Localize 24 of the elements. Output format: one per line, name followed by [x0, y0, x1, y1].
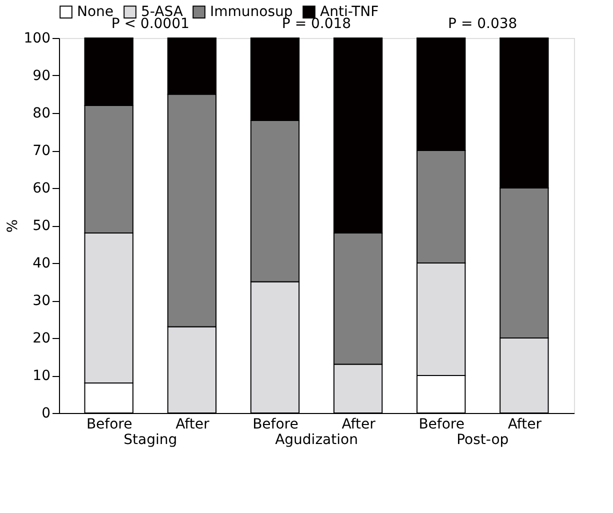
y-tick-label: 50	[32, 218, 50, 234]
text: Staging	[124, 432, 178, 448]
x-tick-label: Before	[252, 416, 298, 432]
y-tick-label: 100	[24, 30, 50, 46]
x-tick-label: After	[176, 416, 210, 432]
text: Post-op	[456, 432, 509, 448]
x-tick-label: Before	[86, 416, 132, 432]
x-tick-label: Before	[418, 416, 464, 432]
y-tick-label: 10	[32, 368, 50, 384]
y-axis-title: %	[4, 219, 21, 233]
y-tick-label: 80	[32, 106, 50, 122]
x-tick-label: After	[342, 416, 376, 432]
y-tick-label: 0	[42, 406, 50, 422]
y-tick-label: 90	[32, 68, 50, 84]
y-tick-label: 20	[32, 330, 50, 346]
y-tick-label: 60	[32, 180, 50, 196]
y-tick-label: 40	[32, 256, 50, 272]
y-tick-label: 70	[32, 143, 50, 159]
text: Agudization	[275, 432, 358, 448]
text: P = 0.038	[448, 16, 518, 32]
legend-label: Immunosup	[210, 4, 293, 20]
legend-label: None	[77, 4, 114, 20]
y-tick-label: 30	[32, 293, 50, 309]
x-tick-label: After	[508, 416, 542, 432]
